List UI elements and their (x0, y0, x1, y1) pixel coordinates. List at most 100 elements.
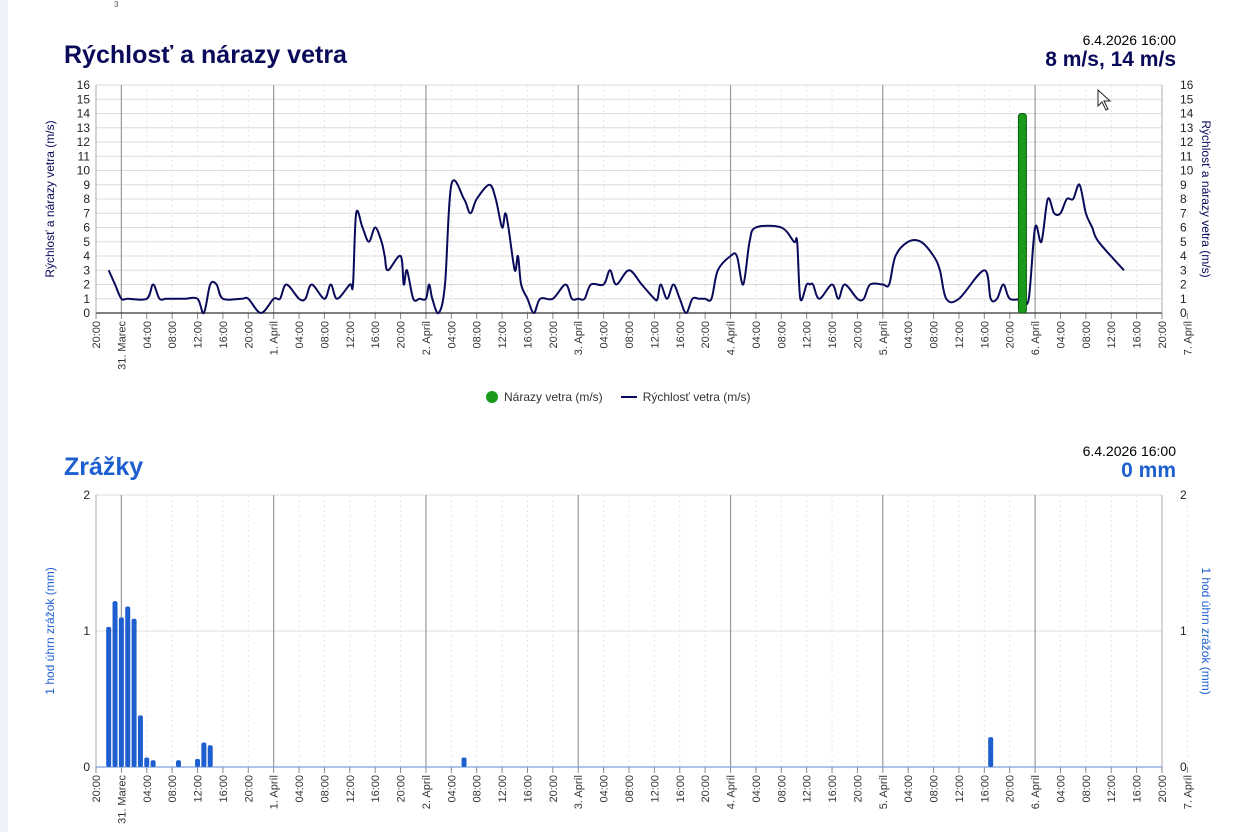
x-tick-label: 20:00 (1157, 321, 1169, 349)
x-tick-label: 7. Apríl (1182, 321, 1194, 355)
x-tick-label: 20:00 (700, 321, 712, 349)
x-tick-label: 08:00 (1081, 775, 1093, 803)
x-tick-label: 08:00 (929, 321, 941, 349)
y-tick-label-left: 10 (77, 164, 91, 178)
precip-bar (201, 742, 207, 767)
x-tick-label: 6. Apríl (1030, 775, 1042, 809)
x-tick-label: 08:00 (319, 321, 331, 349)
y-tick-label-right: 4 (1180, 249, 1187, 263)
x-tick-label: 04:00 (446, 775, 458, 803)
y-tick-label-right: 0 (1180, 306, 1187, 320)
y-tick-label-left: 2 (83, 278, 90, 292)
precip-chart-title: Zrážky (64, 453, 144, 481)
y-tick-label-right: 6 (1180, 221, 1187, 235)
x-tick-label: 20:00 (548, 321, 560, 349)
y-tick-label-left: 8 (83, 192, 90, 206)
x-tick-label: 16:00 (522, 775, 534, 803)
legend-gusts-label: Nárazy vetra (m/s) (504, 390, 603, 404)
precip-bar (175, 760, 181, 767)
y-tick-label-left: 5 (83, 235, 90, 249)
x-tick-label: 08:00 (319, 775, 331, 803)
x-tick-label: 08:00 (472, 775, 484, 803)
x-tick-label: 08:00 (929, 775, 941, 803)
x-tick-label: 16:00 (522, 321, 534, 349)
y-tick-label-left: 6 (83, 221, 90, 235)
x-tick-label: 12:00 (649, 321, 661, 349)
x-tick-label: 08:00 (624, 775, 636, 803)
legend-speed[interactable]: Rýchlosť vetra (m/s) (620, 390, 751, 404)
x-tick-label: 20:00 (1005, 775, 1017, 803)
wind-chart-title: Rýchlosť a nárazy vetra (64, 41, 347, 69)
x-tick-label: 04:00 (751, 775, 763, 803)
y-tick-label-left: 16 (77, 78, 91, 92)
x-tick-label: 1. Apríl (269, 775, 281, 809)
precip-bar (150, 760, 156, 767)
precip-bar (112, 601, 118, 767)
x-tick-label: 16:00 (218, 321, 230, 349)
precip-bar (131, 618, 137, 767)
precip-bar (106, 626, 112, 767)
wind-date: 6.4.2026 16:00 (1082, 32, 1176, 48)
x-tick-label: 04:00 (599, 321, 611, 349)
x-tick-label: 16:00 (370, 775, 382, 803)
precip-bar (125, 606, 131, 767)
y-tick-label-left: 2 (83, 488, 90, 502)
precip-bar (144, 757, 150, 767)
x-tick-label: 12:00 (497, 321, 509, 349)
y-tick-label-left: 1 (83, 624, 90, 638)
x-tick-label: 20:00 (548, 775, 560, 803)
x-tick-label: 08:00 (776, 775, 788, 803)
x-tick-label: 12:00 (954, 321, 966, 349)
x-tick-label: 04:00 (294, 321, 306, 349)
x-tick-label: 04:00 (294, 775, 306, 803)
y-tick-label-left: 11 (78, 149, 91, 163)
x-tick-label: 16:00 (218, 775, 230, 803)
x-tick-label: 04:00 (1055, 321, 1067, 349)
y-tick-label-left: 13 (77, 121, 91, 135)
x-tick-label: 2. Apríl (421, 775, 433, 809)
x-tick-label: 6. Apríl (1030, 321, 1042, 355)
x-tick-label: 08:00 (167, 321, 179, 349)
x-tick-label: 16:00 (827, 321, 839, 349)
x-tick-label: 04:00 (599, 775, 611, 803)
x-tick-label: 04:00 (446, 321, 458, 349)
x-tick-label: 08:00 (167, 775, 179, 803)
corner-text: 3 (114, 0, 119, 9)
wind-speed-line (107, 179, 1125, 315)
x-tick-label: 20:00 (852, 321, 864, 349)
legend-gusts-marker (486, 391, 498, 403)
x-tick-label: 20:00 (1157, 775, 1169, 803)
wind-legend: Nárazy vetra (m/s) Rýchlosť vetra (m/s) (486, 390, 761, 404)
x-tick-label: 20:00 (91, 775, 103, 803)
y-tick-label-right: 11 (1180, 149, 1193, 163)
y-tick-label-left: 15 (77, 92, 91, 106)
x-tick-label: 4. Apríl (726, 321, 738, 355)
x-tick-label: 20:00 (700, 775, 712, 803)
x-tick-label: 12:00 (345, 321, 357, 349)
precip-date: 6.4.2026 16:00 (1082, 443, 1176, 459)
x-tick-label: 12:00 (649, 775, 661, 803)
x-tick-label: 12:00 (497, 775, 509, 803)
y-tick-label-right: 12 (1180, 135, 1194, 149)
y-tick-label-left: 14 (77, 107, 91, 121)
legend-gusts[interactable]: Nárazy vetra (m/s) (486, 390, 603, 404)
x-tick-label: 5. Apríl (878, 321, 890, 355)
left-sidebar-strip (0, 0, 8, 832)
y-tick-label-right: 14 (1180, 107, 1194, 121)
precip-bar (207, 745, 213, 767)
x-tick-label: 20:00 (243, 321, 255, 349)
x-tick-label: 04:00 (751, 321, 763, 349)
y-tick-label-right: 13 (1180, 121, 1194, 135)
x-tick-label: 4. Apríl (726, 775, 738, 809)
x-tick-label: 12:00 (802, 775, 814, 803)
y-tick-label-right: 9 (1180, 178, 1187, 192)
x-tick-label: 16:00 (1132, 775, 1144, 803)
y-tick-label-left: 7 (83, 206, 90, 220)
x-tick-label: 12:00 (193, 321, 205, 349)
x-tick-label: 20:00 (396, 775, 408, 803)
x-tick-label: 12:00 (1106, 775, 1118, 803)
y-tick-label-right: 8 (1180, 192, 1187, 206)
y-tick-label-right: 3 (1180, 263, 1187, 277)
